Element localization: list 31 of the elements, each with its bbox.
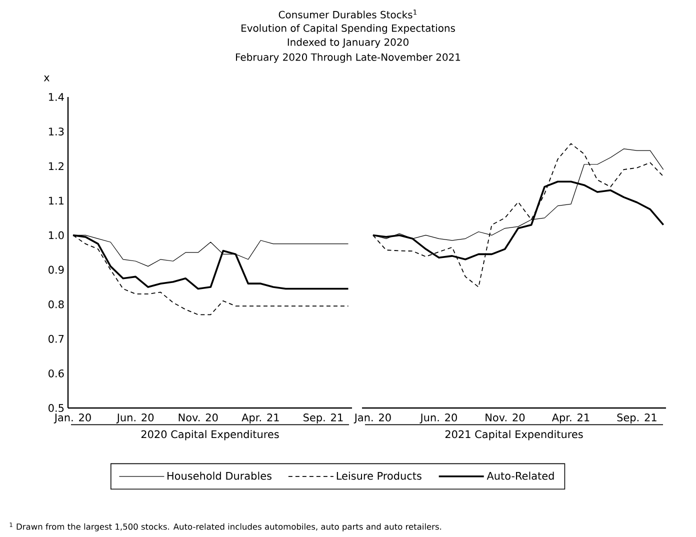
x-tick-label: Jan. 20 xyxy=(354,414,391,424)
y-tick-label: 1.0 xyxy=(48,231,64,240)
legend-label: Auto-Related xyxy=(486,472,554,480)
x-tick-label: Apr. 21 xyxy=(552,414,590,424)
x-tick-label: Jun. 20 xyxy=(420,414,457,424)
x-tick-label: Jun. 20 xyxy=(116,414,154,424)
y-tick-label: 0.5 xyxy=(48,404,64,412)
text: Indexed to January 2020 xyxy=(288,38,408,48)
y-tick-label: 1.1 xyxy=(48,196,64,204)
y-tick-label: 0.9 xyxy=(48,266,64,274)
x-tick-label: Jan. 20 xyxy=(54,414,91,424)
y-axis-title: x xyxy=(44,75,50,82)
x-tick-label: Apr. 21 xyxy=(242,414,279,424)
text: February 2020 Through Late-November 2021 xyxy=(236,53,460,63)
legend-label: Household Durables xyxy=(168,472,272,480)
y-tick-label: 0.6 xyxy=(48,369,64,378)
text: $^{1}$ Drawn from the largest 1,500 stocks. Auto-related includes automobiles, auto parts and auto retailers. xyxy=(10,522,442,532)
x-tick-label: Sep. 21 xyxy=(617,414,656,424)
y-tick-label: 0.8 xyxy=(48,300,64,308)
y-tick-label: 1.3 xyxy=(48,128,64,136)
legend-label: Leisure Products xyxy=(336,472,422,480)
y-tick-label: 0.7 xyxy=(48,334,64,343)
x-axis-title: 2020 Capital Expenditures xyxy=(141,430,279,440)
x-axis-title: 2021 Capital Expenditures xyxy=(445,430,583,440)
x-tick-label: Nov. 20 xyxy=(486,414,525,422)
chart-subtitle: Evolution of Capital Spending Expectations xyxy=(242,24,455,34)
y-tick-label: 1.4 xyxy=(48,93,64,101)
x-tick-label: Nov. 20 xyxy=(178,414,218,422)
chart-title: Consumer Durables Stocks$^{1}$ xyxy=(278,10,417,18)
y-tick-label: 1.2 xyxy=(48,162,64,170)
x-tick-label: Sep. 21 xyxy=(304,414,343,424)
